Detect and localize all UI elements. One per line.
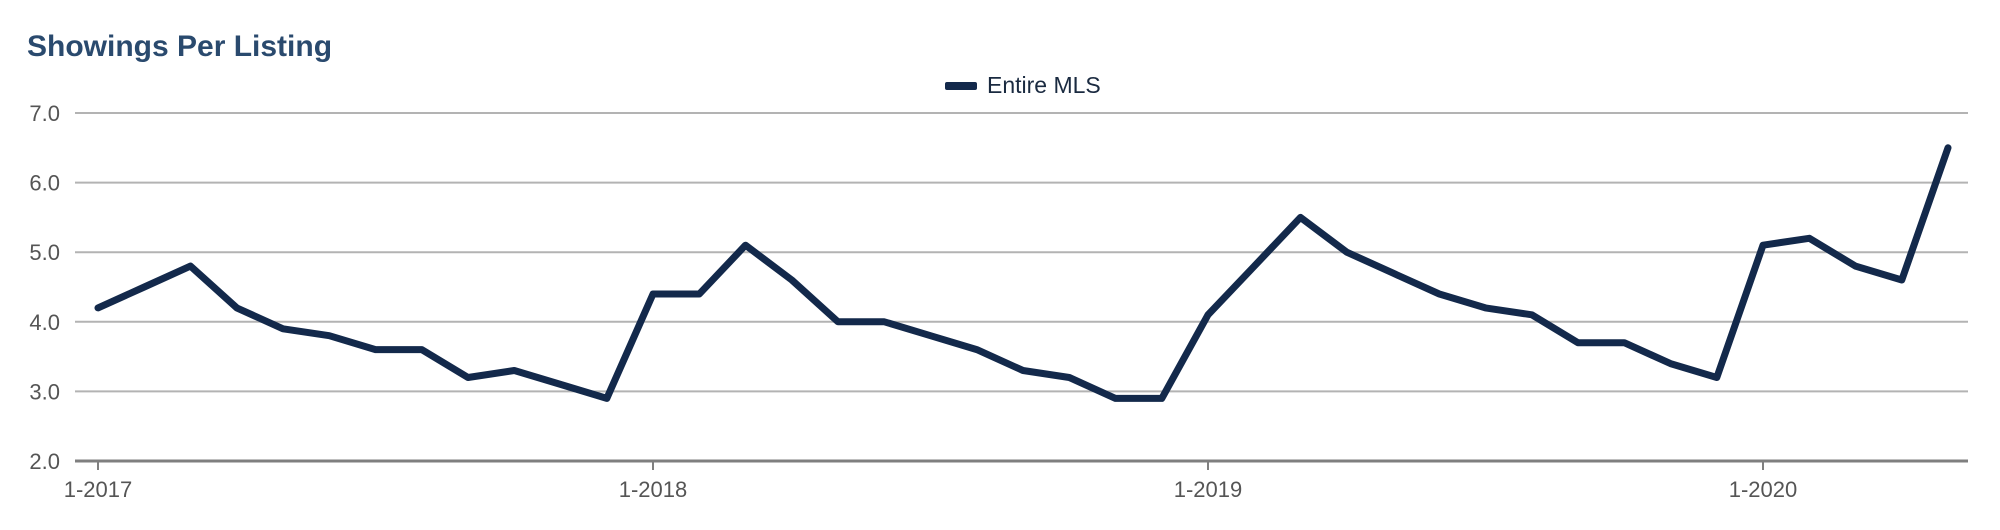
series-line-entire-mls [94, 144, 1952, 402]
y-axis-tick-labels: 7.0 6.0 5.0 4.0 3.0 2.0 [29, 101, 60, 474]
x-tick-label: 1-2020 [1729, 477, 1798, 502]
y-tick-label: 6.0 [29, 171, 60, 196]
legend-swatch-entire-mls [945, 81, 977, 90]
y-tick-label: 4.0 [29, 310, 60, 335]
grid-lines [75, 112, 1968, 393]
x-axis: 1-2017 1-2018 1-2019 1-2020 [64, 459, 1968, 502]
legend-label-entire-mls: Entire MLS [987, 72, 1101, 98]
y-tick-label: 5.0 [29, 240, 60, 265]
y-tick-label: 3.0 [29, 379, 60, 404]
x-tick-label: 1-2019 [1174, 477, 1243, 502]
x-tick-label: 1-2017 [64, 477, 133, 502]
x-tick-label: 1-2018 [619, 477, 688, 502]
chart-title: Showings Per Listing [27, 30, 333, 63]
y-tick-label: 7.0 [29, 101, 60, 126]
series-entire-mls [94, 144, 1952, 402]
chart-legend[interactable]: Entire MLS [945, 72, 1101, 99]
y-tick-label: 2.0 [29, 449, 60, 474]
